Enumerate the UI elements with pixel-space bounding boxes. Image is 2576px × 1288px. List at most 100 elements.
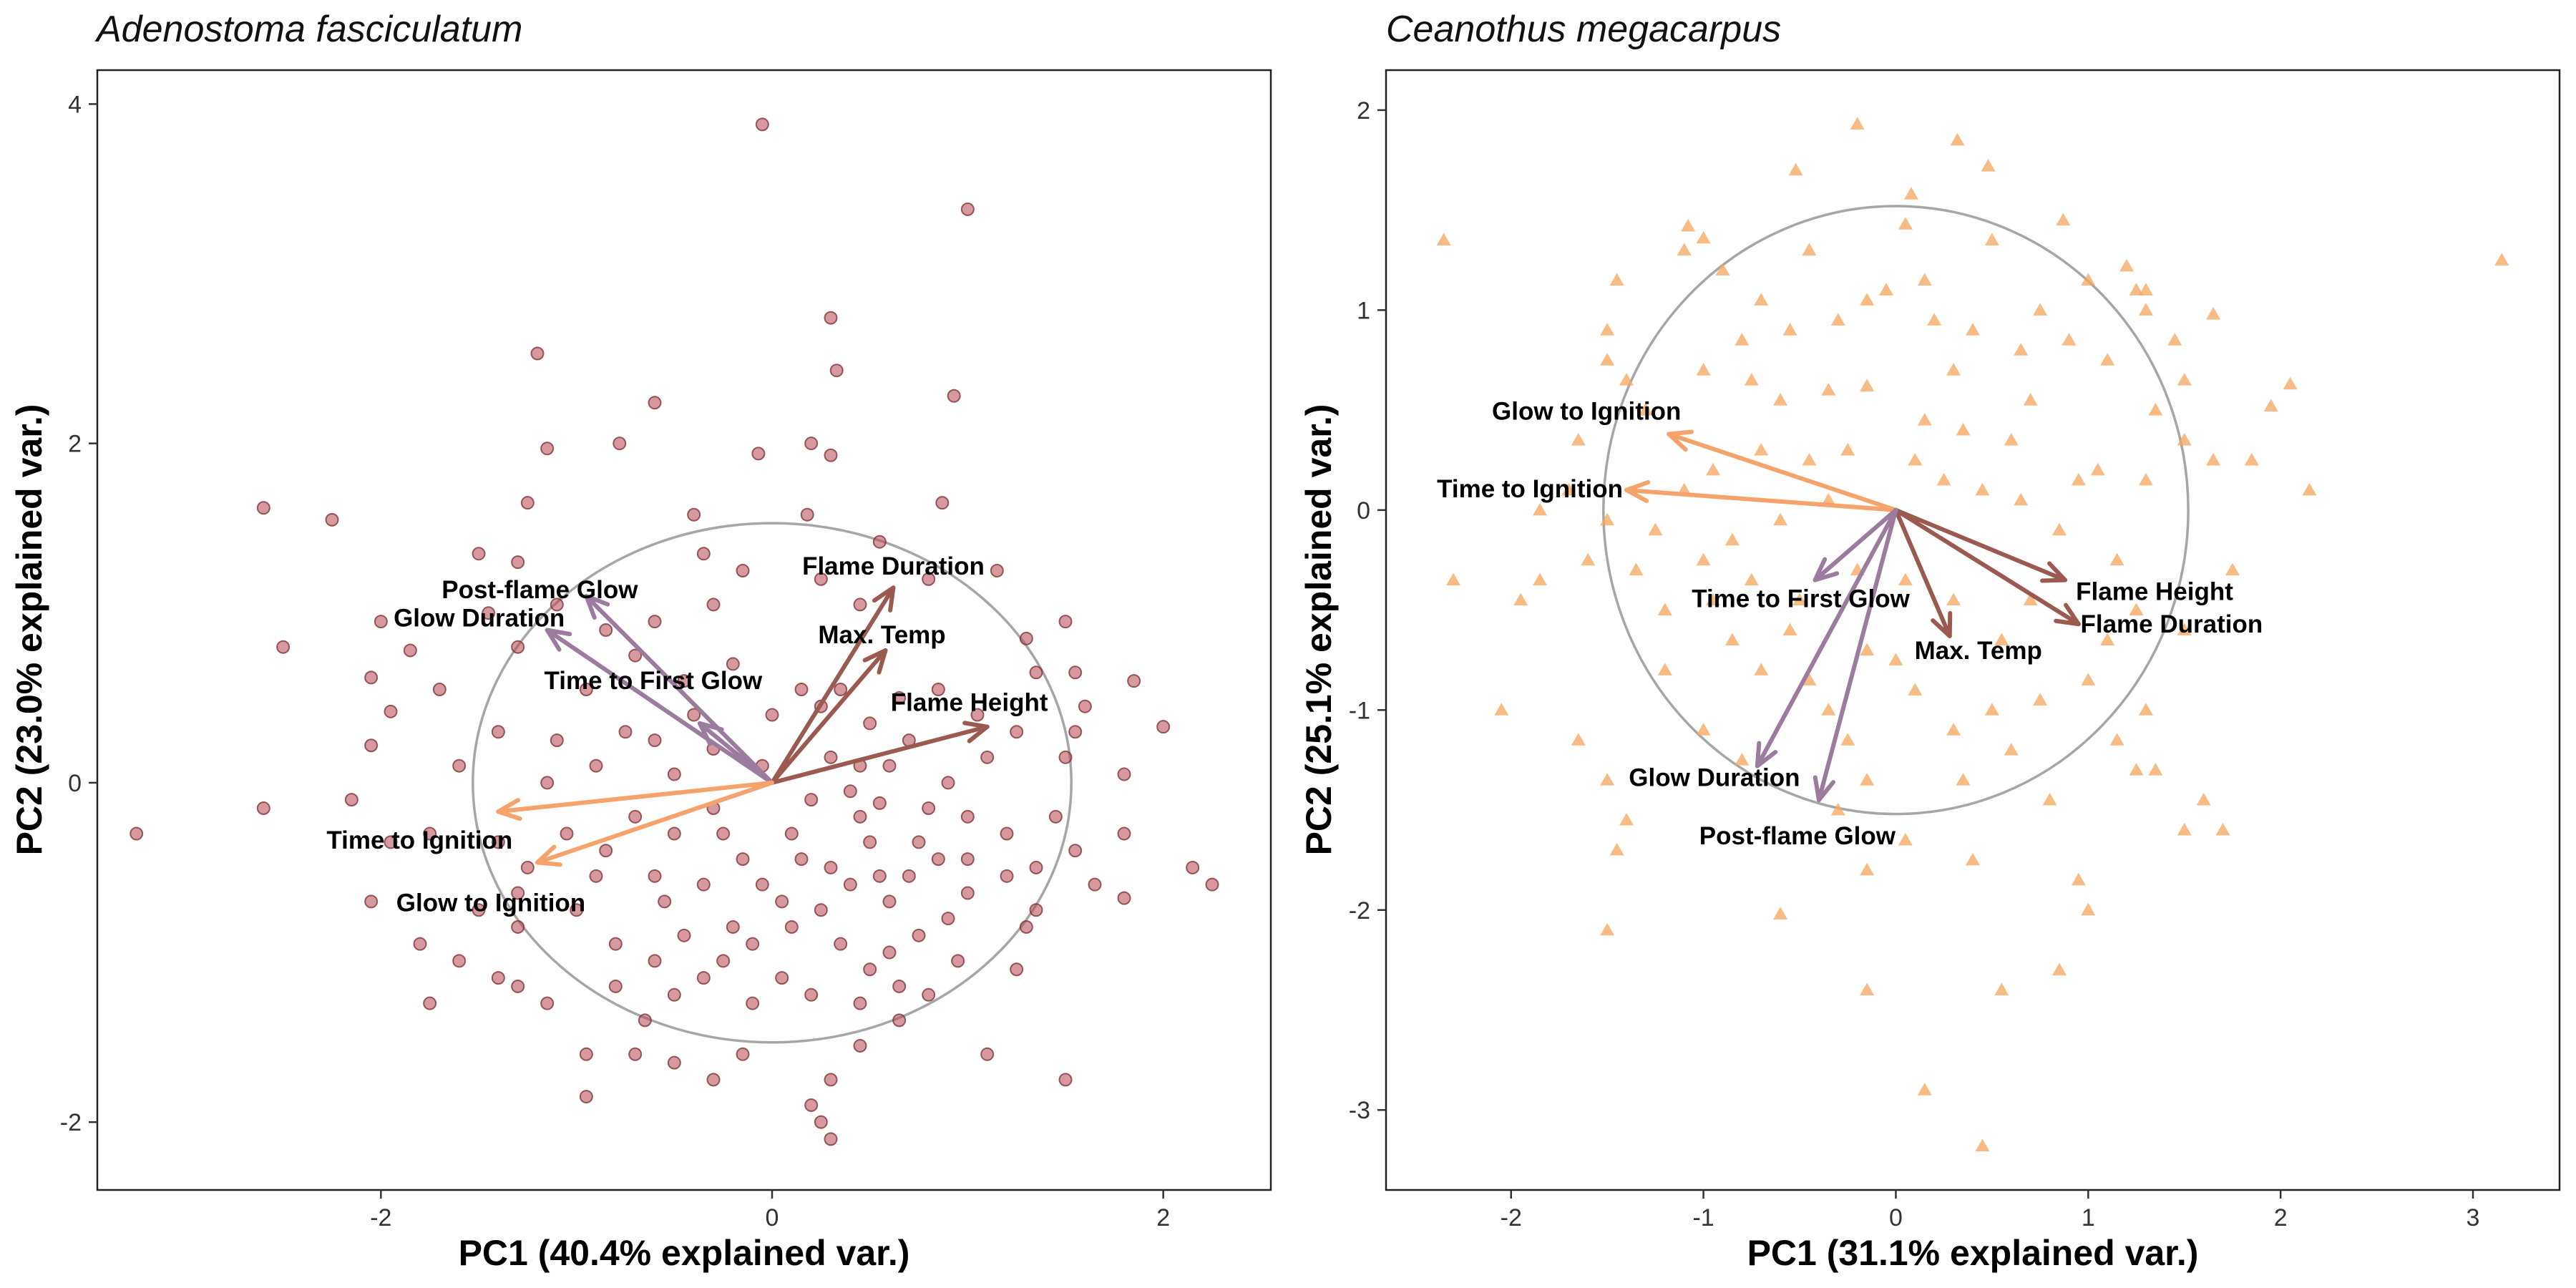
data-point xyxy=(1860,982,1875,996)
data-point xyxy=(970,708,985,722)
data-point xyxy=(892,1013,907,1028)
data-point xyxy=(1860,643,1875,655)
data-point xyxy=(960,852,975,867)
data-point xyxy=(1744,373,1759,386)
data-point xyxy=(2129,283,2144,296)
data-point xyxy=(1715,263,1730,275)
x-axis-title: PC1 (31.1% explained var.) xyxy=(1747,1233,2199,1273)
data-point xyxy=(2056,213,2071,226)
data-point xyxy=(824,750,838,764)
data-point xyxy=(1860,293,1875,306)
data-point xyxy=(1908,452,1923,466)
data-point xyxy=(912,928,926,942)
data-point xyxy=(2100,353,2115,366)
data-point xyxy=(882,758,897,773)
data-point xyxy=(2033,693,2048,706)
loading-label: Time to Ignition xyxy=(326,826,512,854)
data-point xyxy=(1984,703,1999,716)
data-point xyxy=(1898,832,1913,846)
data-point xyxy=(1205,877,1219,892)
data-point xyxy=(2109,552,2124,566)
loading-arrow xyxy=(1893,507,2068,582)
loading-labels-layer: Glow to Ignition Time to Ignition Flame He… xyxy=(1437,398,2263,850)
data-point xyxy=(1000,826,1014,841)
data-point xyxy=(1946,592,1961,606)
data-point xyxy=(804,1098,819,1112)
data-point xyxy=(853,809,867,824)
data-point xyxy=(1029,860,1043,874)
data-point xyxy=(1609,273,1624,286)
pca-panel-adenostoma: Adenostoma fasciculatum Flame Duration Ma… xyxy=(9,9,1272,1273)
data-point xyxy=(1706,592,1721,606)
loading-label: Glow to Ignition xyxy=(396,889,585,917)
data-point xyxy=(1581,552,1596,566)
data-point xyxy=(1724,532,1740,546)
data-point xyxy=(423,826,437,841)
loading-label: Time to First Glow xyxy=(545,667,763,695)
data-point xyxy=(824,448,838,462)
plot-frame xyxy=(1385,69,2561,1191)
data-point xyxy=(530,346,545,361)
data-point xyxy=(912,835,926,849)
data-point xyxy=(1754,663,1769,675)
data-point xyxy=(658,894,672,909)
data-point xyxy=(1724,633,1740,645)
data-point xyxy=(667,987,681,1002)
loading-arrow xyxy=(1893,507,2081,627)
data-point xyxy=(482,606,496,620)
loading-arrowhead xyxy=(962,721,990,743)
panel-title: Adenostoma fasciculatum xyxy=(94,9,522,50)
data-point xyxy=(1078,699,1092,713)
data-point xyxy=(540,441,555,456)
data-point xyxy=(941,776,955,790)
data-point xyxy=(824,860,838,874)
data-point xyxy=(423,996,437,1010)
data-point xyxy=(677,928,691,942)
data-point xyxy=(804,793,819,807)
data-point xyxy=(2042,793,2057,806)
data-point xyxy=(2494,253,2509,265)
data-point xyxy=(980,750,995,764)
points-layer xyxy=(1436,117,2509,1152)
data-point xyxy=(1696,552,1711,566)
data-point xyxy=(1879,283,1894,296)
x-tick-label: -2 xyxy=(1501,1204,1522,1231)
data-point xyxy=(843,877,857,892)
data-point xyxy=(1696,723,1711,736)
data-point xyxy=(746,996,760,1010)
loading-arrow xyxy=(770,585,896,785)
loading-arrow xyxy=(535,780,774,865)
data-point xyxy=(687,507,701,522)
plot-frame xyxy=(96,69,1272,1191)
data-point xyxy=(472,903,486,917)
loading-arrow xyxy=(496,780,774,814)
data-point xyxy=(1000,869,1014,883)
loading-label: Flame Duration xyxy=(802,552,985,580)
data-point xyxy=(1981,159,1996,172)
data-point xyxy=(696,877,711,892)
data-point xyxy=(2051,962,2067,976)
data-point xyxy=(2129,763,2144,776)
data-point xyxy=(775,894,789,909)
data-point xyxy=(491,835,505,849)
loading-label: Post-flame Glow xyxy=(441,576,638,604)
data-point xyxy=(2014,492,2029,506)
x-tick-label: 1 xyxy=(2082,1204,2095,1231)
loading-label: Max. Temp xyxy=(1915,637,2042,665)
data-point xyxy=(1068,725,1083,739)
data-point xyxy=(960,886,975,900)
data-point xyxy=(2004,743,2019,756)
data-point xyxy=(1186,860,1200,874)
data-point xyxy=(374,615,388,629)
loading-arrows-layer xyxy=(1624,429,2081,803)
data-point xyxy=(1898,217,1913,230)
data-point xyxy=(1917,1083,1932,1096)
data-point xyxy=(550,733,564,748)
data-point xyxy=(2206,452,2221,466)
data-point xyxy=(1117,767,1131,781)
data-point xyxy=(1917,273,1932,286)
data-point xyxy=(2071,472,2086,486)
data-point xyxy=(1706,462,1721,476)
data-point xyxy=(2263,399,2278,411)
data-point xyxy=(511,979,525,993)
